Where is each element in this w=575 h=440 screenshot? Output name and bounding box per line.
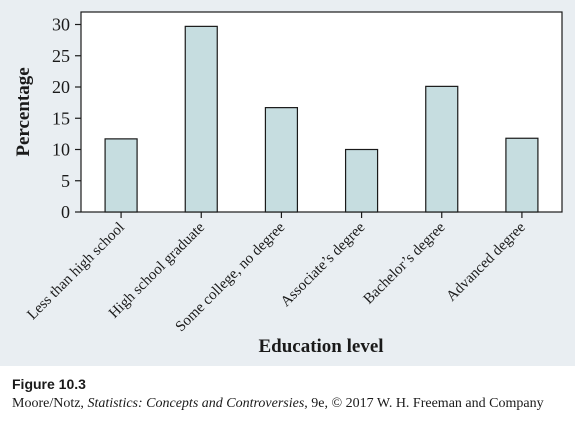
x-axis-title: Education level — [258, 336, 383, 357]
x-tick-label: Advanced degree — [444, 219, 529, 304]
y-tick-label: 15 — [52, 108, 70, 128]
bar — [264, 107, 299, 213]
y-tick-label: 30 — [52, 15, 70, 35]
plot-area — [80, 11, 563, 213]
x-tick-label: Associate’s degree — [278, 219, 369, 310]
bar — [104, 138, 138, 213]
y-tick-label: 25 — [52, 46, 70, 66]
credit-book-title: Statistics: Concepts and Controversies — [87, 396, 305, 411]
y-tick-label: 5 — [61, 171, 70, 191]
y-tick-label: 0 — [61, 202, 70, 222]
credit-suffix: , 9e, © 2017 W. H. Freeman and Company — [304, 396, 544, 411]
bar — [425, 85, 459, 213]
figure-label: Figure 10.3 — [12, 376, 86, 392]
y-tick-label: 10 — [52, 140, 70, 160]
credit-prefix: Moore/Notz, — [12, 396, 88, 411]
y-axis-title: Percentage — [13, 67, 34, 156]
figure-credit: Moore/Notz, Statistics: Concepts and Con… — [12, 394, 567, 414]
bar — [505, 137, 539, 213]
figure-caption: Figure 10.3 Moore/Notz, Statistics: Conc… — [12, 374, 567, 414]
bar — [344, 148, 379, 213]
y-tick-label: 20 — [52, 77, 70, 97]
y-axis: 0 5 10 15 20 25 30 — [52, 15, 81, 222]
bar — [184, 25, 218, 213]
x-tick-label: Bachelor’s degree — [361, 219, 449, 307]
